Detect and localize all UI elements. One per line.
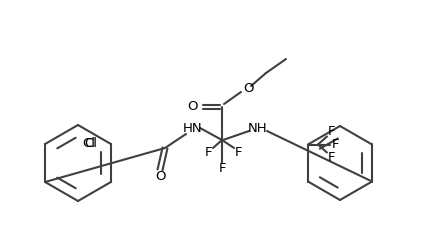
Text: HN: HN (183, 122, 203, 135)
Text: F: F (332, 138, 340, 151)
Text: Cl: Cl (84, 137, 97, 150)
Text: O: O (155, 170, 165, 183)
Text: F: F (204, 146, 212, 159)
Text: O: O (243, 82, 253, 96)
Text: F: F (328, 151, 336, 164)
Text: Cl: Cl (82, 137, 95, 150)
Text: O: O (188, 100, 198, 114)
Text: F: F (234, 146, 242, 159)
Text: NH: NH (248, 122, 268, 135)
Text: F: F (328, 125, 336, 138)
Text: F: F (218, 161, 226, 174)
